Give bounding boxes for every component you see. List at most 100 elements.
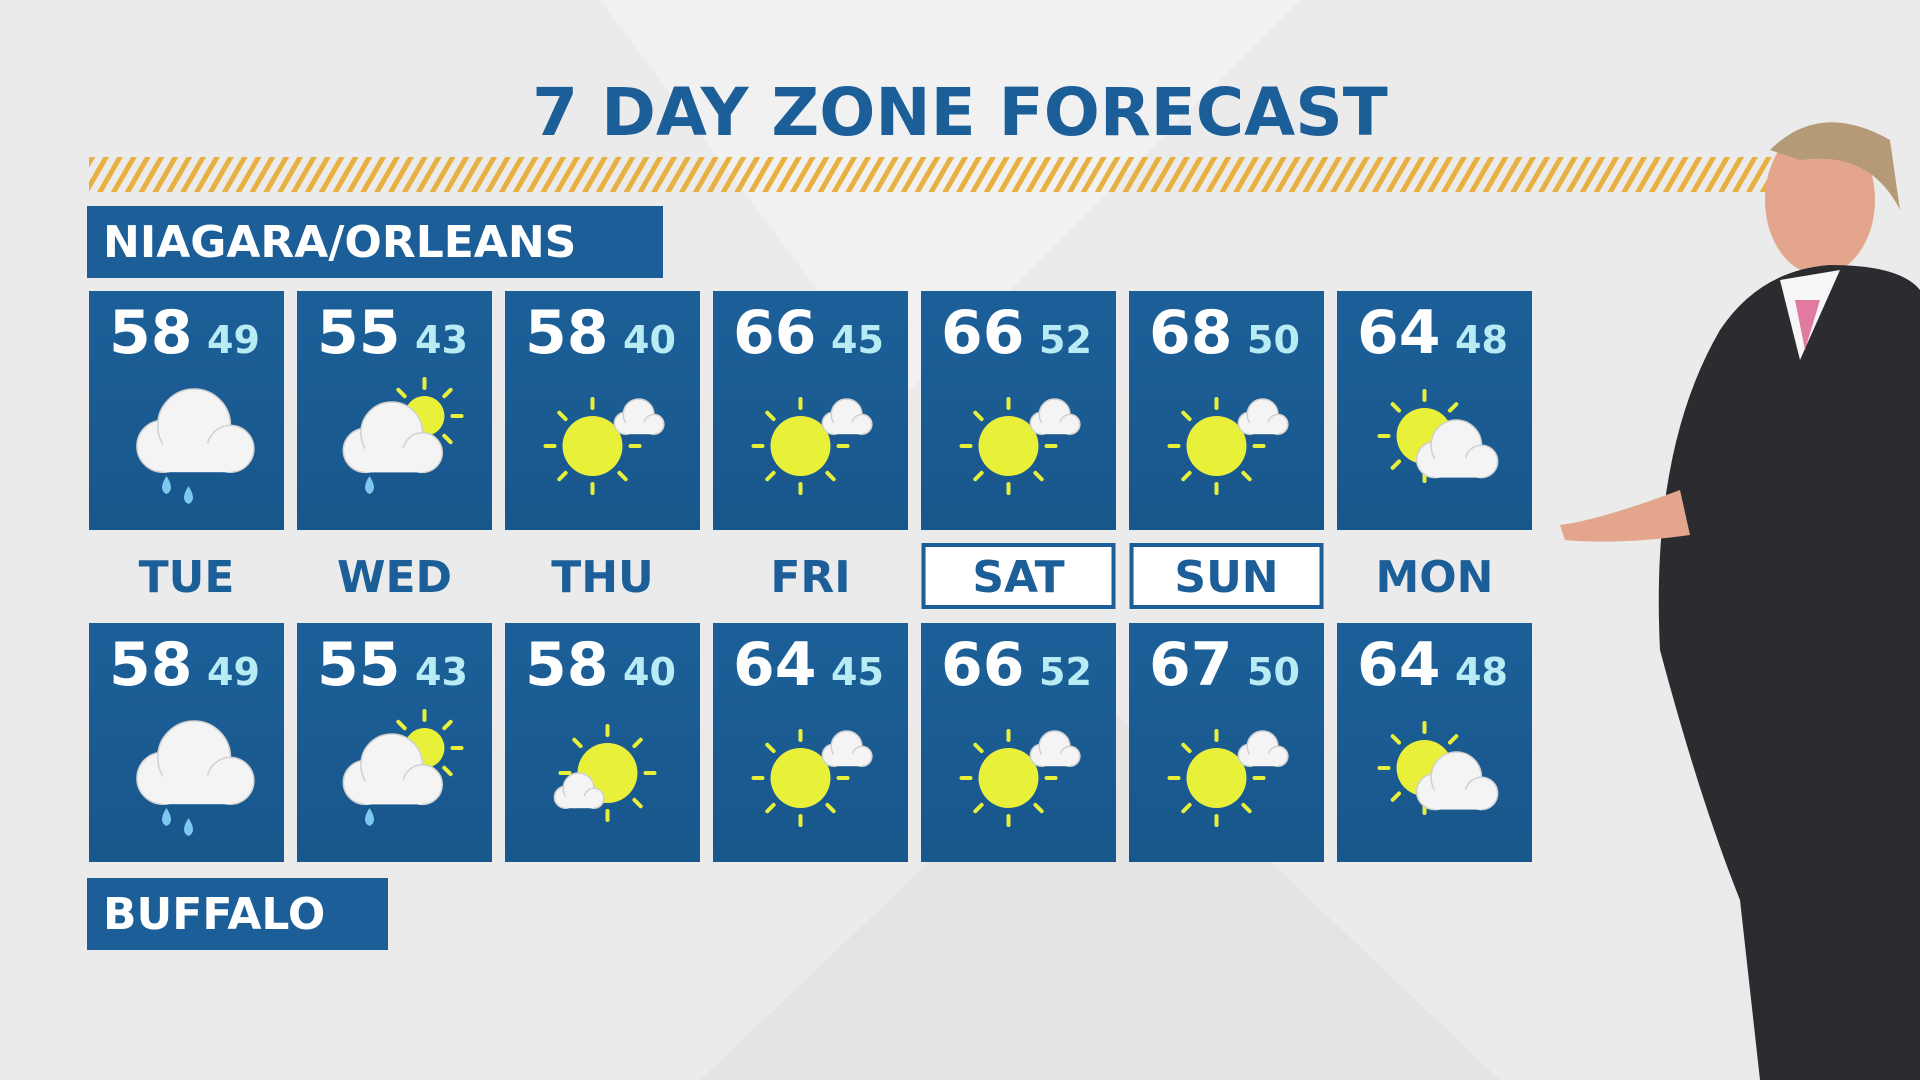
sun-ray [1181,470,1192,482]
day-card: 66 52 [921,623,1116,862]
day-card: 58 49 [89,623,284,862]
high-temp: 64 [1357,630,1441,700]
card-bg [505,291,700,530]
low-temp: 45 [831,318,884,362]
sun-ray [396,387,407,399]
sun-ray [973,802,984,814]
sun-ray [632,797,643,809]
rain-drop [365,808,374,826]
day-label: MON [1375,552,1493,603]
cloud-part [833,754,862,767]
sun-ray [765,410,776,422]
cloud-part [365,780,423,805]
low-temp: 40 [623,318,676,362]
sun-ray [973,470,984,482]
high-temp: 66 [733,298,817,368]
sun-ray [973,410,984,422]
sun-ray [557,470,568,482]
sun-ray [557,410,568,422]
rain-drop [365,476,374,494]
card-bg [921,291,1116,530]
sun-ray [1181,742,1192,754]
day-card: 64 48 [1337,291,1532,530]
day-card: 58 40 [505,623,700,862]
rain-drop [184,818,193,836]
sun-ray [442,433,453,445]
sun [978,748,1039,808]
day-card: 64 45 [713,623,908,862]
low-temp: 50 [1247,318,1300,362]
cloud-part [833,422,862,435]
low-temp: 49 [207,650,260,694]
cloud-part [162,443,231,473]
high-temp: 58 [109,298,193,368]
zone-label: BUFFALO [103,889,325,940]
cloud-part [365,448,423,473]
sun-ray [1447,402,1459,413]
sun-ray [1390,402,1402,413]
day-card: 64 48 [1337,623,1532,862]
low-temp: 43 [415,318,468,362]
cloud-part [1041,422,1070,435]
sun [1186,416,1247,476]
high-temp: 64 [733,630,817,700]
low-temp: 52 [1039,318,1092,362]
sun-ray [765,742,776,754]
sun-ray [1033,470,1044,482]
low-temp: 50 [1247,650,1300,694]
rain-drop [162,476,171,494]
day-card: 58 40 [505,291,700,530]
high-temp: 55 [317,298,401,368]
high-temp: 68 [1149,298,1233,368]
day-card: 66 45 [713,291,908,530]
sun-ray [442,387,453,399]
cloud-part [565,796,594,809]
sun [770,416,831,476]
sun-ray [632,737,643,749]
low-temp: 52 [1039,650,1092,694]
weekend-box [1129,543,1324,609]
card-bg [713,291,908,530]
day-label: THU [551,552,654,603]
sun-ray [396,719,407,731]
card-bg [921,623,1116,862]
sun-ray [1390,734,1402,745]
day-label: WED [337,552,452,603]
day-card: 58 49 [89,291,284,530]
high-temp: 58 [109,630,193,700]
day-label: TUE [139,552,235,603]
high-temp: 58 [525,630,609,700]
high-temp: 58 [525,298,609,368]
zone-label: NIAGARA/ORLEANS [103,217,576,268]
day-card: 55 43 [297,623,492,862]
presenter [1560,122,1920,1080]
weekend-box [921,543,1116,609]
low-temp: 43 [415,650,468,694]
sun-ray [572,737,583,749]
sun [562,416,623,476]
cloud-part [1434,457,1482,478]
low-temp: 40 [623,650,676,694]
bg-shape [700,700,1500,1080]
sun-ray [825,802,836,814]
zone-label-box [87,878,388,950]
cloud-part [162,775,231,805]
day-card: 66 52 [921,291,1116,530]
sun-ray [1181,410,1192,422]
day-card: 55 43 [297,291,492,530]
sun-ray [1390,459,1402,470]
sun [770,748,831,808]
card-bg [1129,291,1324,530]
sun-ray [825,470,836,482]
bg-shape [600,0,1300,400]
cloud-part [1249,754,1278,767]
hatch-rule [89,157,1782,192]
low-temp: 48 [1455,318,1508,362]
low-temp: 48 [1455,650,1508,694]
cloud-part [1434,789,1482,810]
sun-ray [1181,802,1192,814]
sun-ray [1033,802,1044,814]
low-temp: 45 [831,650,884,694]
